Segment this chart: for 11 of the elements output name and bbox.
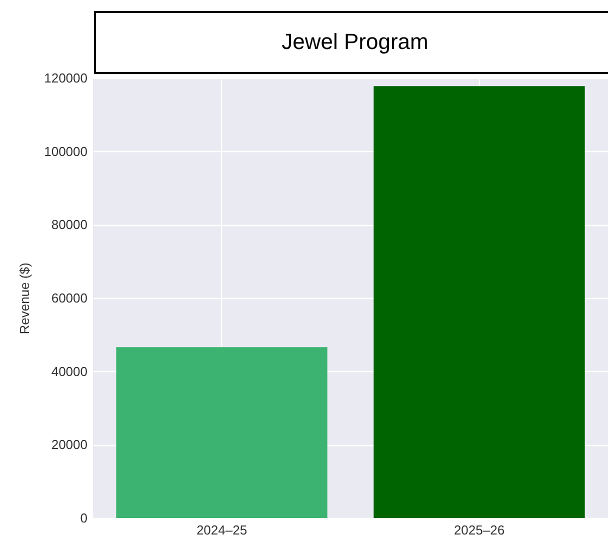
y-tick-label: 0 <box>80 510 88 526</box>
chart-title: Jewel Program <box>282 29 428 54</box>
y-tick-label: 60000 <box>51 290 88 306</box>
x-tick-label: 2024–25 <box>196 522 248 538</box>
y-tick-label: 120000 <box>44 70 88 86</box>
y-axis-title: Revenue ($) <box>17 262 32 334</box>
y-tick-label: 40000 <box>51 364 88 379</box>
y-tick-label: 20000 <box>51 437 88 452</box>
y-tick-label: 80000 <box>51 217 88 232</box>
y-tick-label: 100000 <box>44 144 88 159</box>
x-tick-label: 2025–26 <box>454 522 505 538</box>
